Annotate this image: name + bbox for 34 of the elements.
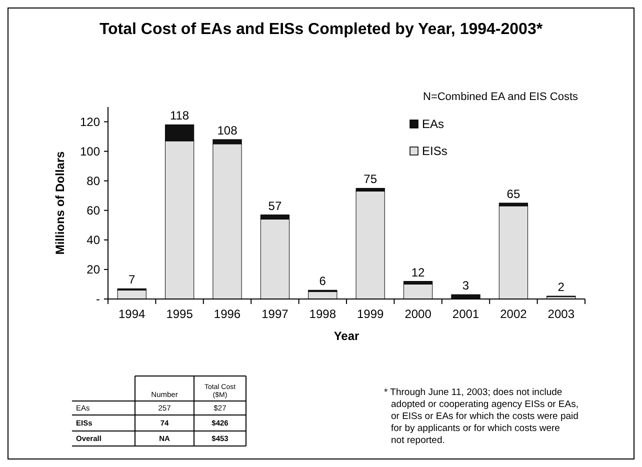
y-tick-label: - bbox=[96, 292, 100, 306]
total-label: 118 bbox=[170, 108, 190, 123]
y-tick-label: 40 bbox=[86, 233, 100, 248]
total-label: 2 bbox=[558, 280, 565, 294]
y-tick-label: 120 bbox=[80, 114, 100, 129]
y-tick-label: 80 bbox=[86, 174, 100, 188]
total-label: 7 bbox=[128, 272, 136, 287]
total-label: 12 bbox=[411, 265, 426, 280]
x-tick-label: 1994 bbox=[118, 307, 146, 321]
text: * Through June 11, 2003; does not include adopted or cooperating agency EISs or EAs, or EISs or EAs for which the costs were paid for by applicants or for which costs were not reported. bbox=[384, 387, 578, 446]
chart-title: Total Cost of EAs and EISs Completed by Year, 1994-2003* bbox=[99, 21, 544, 38]
x-tick-label: 1998 bbox=[309, 307, 336, 321]
total-label: 75 bbox=[364, 172, 378, 186]
total-label: 65 bbox=[506, 187, 520, 201]
y-axis-title: Millions of Dollars bbox=[53, 151, 67, 255]
legend-label: EISs bbox=[422, 144, 448, 158]
legend-label: EAs bbox=[422, 117, 444, 131]
x-tick-label: 1997 bbox=[262, 307, 289, 321]
x-tick-label: 2003 bbox=[548, 307, 575, 321]
y-tick-label: 100 bbox=[80, 144, 100, 159]
x-tick-label: 1995 bbox=[166, 307, 194, 321]
y-tick-label: 20 bbox=[86, 262, 100, 277]
y-tick-label: 60 bbox=[86, 204, 100, 218]
x-axis-title: Year bbox=[334, 329, 360, 343]
legend-title: N=Combined EA and EIS Costs bbox=[423, 91, 578, 103]
total-label: 3 bbox=[462, 278, 470, 293]
total-label: 57 bbox=[268, 198, 282, 213]
total-label: 108 bbox=[217, 123, 238, 138]
x-tick-label: 2002 bbox=[500, 307, 528, 321]
x-tick-label: 2001 bbox=[452, 307, 480, 321]
x-tick-label: 1999 bbox=[357, 307, 384, 321]
x-tick-label: 2000 bbox=[404, 307, 432, 321]
x-tick-label: 1996 bbox=[214, 307, 241, 321]
total-label: 6 bbox=[319, 274, 326, 288]
